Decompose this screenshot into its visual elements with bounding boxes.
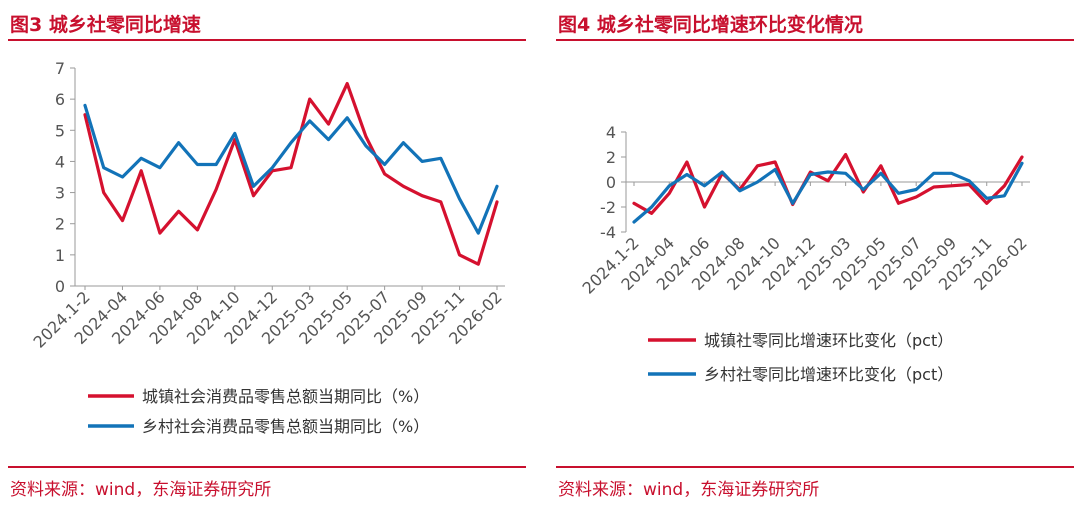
figure-3-bottom-rule	[8, 466, 526, 468]
fig4-series-line-urban	[632, 152, 1024, 215]
figure-3-chart: 012345672024.1-22024-042024-062024-08202…	[30, 59, 506, 436]
figure-4-title: 图4 城乡社零同比增速环比变化情况	[558, 14, 863, 36]
fig3-y-tick-label: 7	[55, 59, 65, 78]
fig3-series-line-urban	[83, 81, 499, 266]
figure-3-panel: 图3 城乡社零同比增速 0 1 2 3 4 5 6 7 2024.1-2 2024-04 2024-…	[8, 14, 526, 500]
fig3-y-tick-label: 5	[55, 121, 65, 140]
figure-4-source: 资料来源：wind，东海证券研究所	[558, 480, 820, 500]
fig3-y-tick-label: 1	[55, 246, 65, 265]
fig3-y-tick-label: 4	[55, 152, 65, 171]
figure-4-bottom-rule	[556, 466, 1074, 468]
fig3-y-tick-label: 0	[55, 277, 65, 296]
fig4-y-tick-label: 4	[606, 123, 616, 142]
fig4-legend-label-rural: 乡村社零同比增速环比变化（pct）	[704, 365, 953, 384]
fig4-y-tick-label: 2	[606, 148, 616, 167]
fig4-y-tick-label: -4	[600, 223, 616, 242]
fig4-legend-label-urban: 城镇社零同比增速环比变化（pct）	[704, 331, 953, 350]
fig4-y-tick-label: -2	[600, 198, 616, 217]
fig3-y-tick-label: 6	[55, 90, 65, 109]
figure-3-source: 资料来源：wind，东海证券研究所	[10, 480, 272, 500]
fig4-y-tick-label: 0	[606, 173, 616, 192]
figure-4-panel: 图4 城乡社零同比增速环比变化情况 -4 -2 0 2 4 2024.1-2 2024-04…	[548, 0, 1080, 510]
fig3-y-tick-label: 3	[55, 184, 65, 203]
figure-4-chart: -4-20242024.1-22024-042024-062024-082024…	[579, 123, 1031, 384]
figure-4-top-rule	[556, 39, 1074, 41]
fig3-y-tick-label: 2	[55, 215, 65, 234]
fig3-legend-label-rural: 乡村社会消费品零售总额当期同比（%）	[142, 417, 429, 436]
fig3-legend-label-urban: 城镇社会消费品零售总额当期同比（%）	[142, 387, 429, 406]
figure-3-top-rule	[8, 39, 526, 41]
figure-3-title: 图3 城乡社零同比增速	[10, 14, 201, 36]
